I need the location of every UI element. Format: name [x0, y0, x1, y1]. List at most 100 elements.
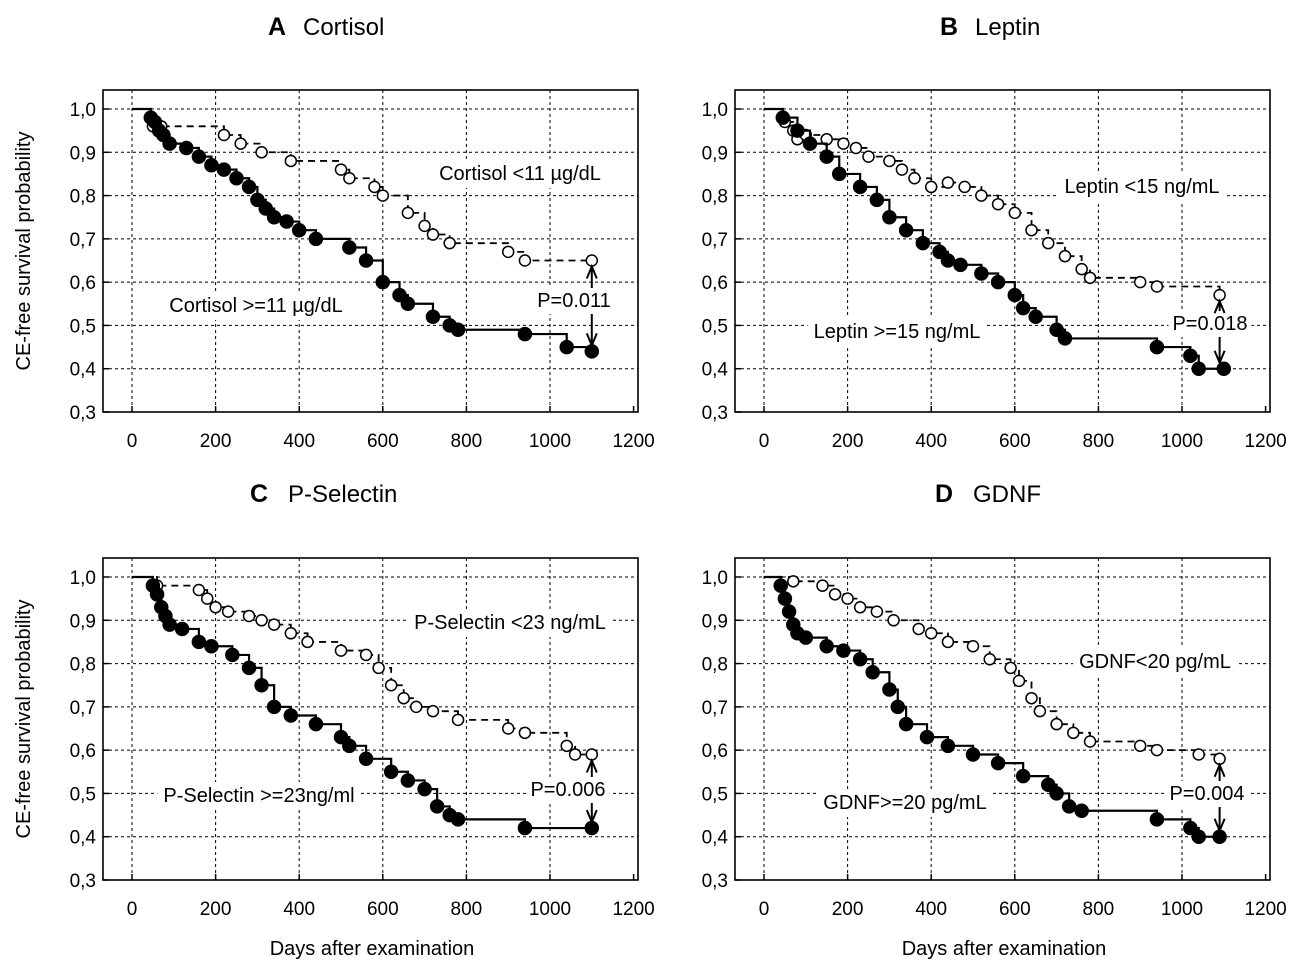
censor-point-filled: [174, 621, 190, 637]
chart-panel-d: D GDNF 1,0 0,9 0,8 0,7 0,6 0,5 0,4 0,3 0 200 400 600 8…: [702, 480, 1287, 920]
censor-point-filled: [1049, 322, 1064, 338]
censor-point-filled: [204, 158, 219, 173]
censor-point-open: [376, 189, 390, 202]
censor-point-filled: [1015, 768, 1031, 784]
censor-point-filled: [149, 587, 165, 602]
censor-point-filled: [819, 639, 834, 654]
censor-point-open: [217, 128, 231, 142]
x-tick-label: 0: [759, 899, 770, 920]
censor-point-open: [941, 635, 955, 649]
x-tick-label: 0: [759, 431, 770, 452]
censor-point-filled: [450, 322, 466, 338]
censor-point-filled: [1049, 786, 1064, 801]
p-value: P=0.006: [530, 779, 605, 801]
y-tick-label: 0,9: [70, 611, 96, 632]
censor-point-filled: [450, 812, 466, 827]
y-axis-label: CE-free survival probability: [13, 600, 35, 839]
censor-point-open: [359, 648, 373, 662]
curve-label-bg: [1058, 173, 1226, 201]
censor-point-filled: [225, 647, 240, 663]
censor-point-filled: [798, 630, 814, 645]
censor-point-filled: [358, 751, 374, 767]
x-tick-label: 600: [367, 899, 399, 920]
censor-point-open: [983, 652, 996, 666]
censor-point-filled: [425, 309, 441, 325]
y-axis-label: CE-free survival probability: [13, 132, 35, 371]
censor-point-open: [518, 726, 532, 740]
censor-point-filled: [392, 287, 407, 303]
censor-point-filled: [417, 781, 432, 797]
x-tick-label: 200: [200, 431, 232, 452]
y-tick-label: 0,7: [70, 698, 96, 719]
x-tick-label: 0: [127, 431, 138, 452]
censor-point-filled: [865, 664, 880, 680]
arrow-up: [1213, 298, 1226, 314]
censor-point-filled: [1028, 309, 1043, 325]
censor-point-open: [443, 236, 456, 250]
censor-point-open: [849, 141, 863, 155]
censor-point-filled: [1074, 803, 1089, 818]
y-tick-label: 0,8: [702, 187, 728, 208]
censor-point-filled: [836, 643, 851, 658]
censor-point-filled: [1149, 339, 1165, 355]
panel-letter: C: [250, 480, 268, 508]
x-axis-label: Days after examination: [270, 938, 475, 960]
censor-point-open: [991, 197, 1005, 211]
plot-frame: [102, 89, 639, 413]
censor-point-filled: [898, 222, 914, 238]
censor-point-open: [501, 245, 515, 259]
chart-panel-c: C P-Selectin 1,0 0,9 0,8 0,7 0,6 0,5 0,4 0,3 0 200 4…: [70, 480, 655, 920]
censor-point-open: [887, 614, 900, 627]
censor-point-filled: [965, 747, 981, 762]
censor-point-filled: [819, 149, 834, 164]
censor-point-filled: [1007, 287, 1023, 303]
censor-point-filled: [831, 166, 847, 182]
panel-letter: D: [935, 480, 953, 508]
curve-label-bg: [157, 782, 361, 810]
p-value-bg: [1165, 781, 1249, 807]
y-tick-label: 0,4: [702, 360, 729, 381]
censor-point-open: [912, 622, 925, 636]
censor-point-filled: [898, 716, 914, 732]
censor-point-filled: [773, 578, 788, 593]
panel-letter: B: [940, 13, 958, 41]
censor-point-filled: [254, 677, 269, 693]
censor-point-open: [409, 700, 423, 714]
x-tick-label: 800: [1083, 431, 1115, 452]
censor-point-open: [966, 640, 980, 653]
censor-point-filled: [852, 179, 868, 195]
censor-point-open: [1025, 691, 1038, 705]
censor-point-open: [426, 704, 440, 718]
censor-point-filled: [191, 149, 207, 164]
censor-point-filled: [1040, 777, 1056, 793]
censor-point-open: [975, 189, 988, 202]
censor-point-filled: [940, 738, 956, 754]
censor-point-filled: [932, 244, 947, 260]
censor-point-open: [1004, 661, 1017, 675]
arrow-down: [585, 314, 598, 348]
y-tick-label: 0,9: [702, 143, 728, 164]
censor-point-open: [1083, 735, 1097, 748]
censor-point-open: [828, 588, 842, 601]
censor-point-filled: [400, 773, 416, 788]
x-tick-label: 1200: [1244, 431, 1286, 452]
censor-point-open: [1133, 275, 1147, 289]
censor-point-filled: [1061, 799, 1077, 814]
censor-point-open: [841, 592, 854, 605]
censor-point-open: [501, 722, 515, 735]
y-tick-label: 0,8: [70, 655, 96, 676]
curve-label-bg: [408, 609, 612, 637]
x-tick-label: 200: [200, 899, 232, 920]
curve-label-low: GDNF<20 pg/mL: [1079, 651, 1231, 673]
p-value: P=0.018: [1172, 313, 1247, 335]
curve-label-high: P-Selectin >=23ng/ml: [163, 785, 354, 807]
y-tick-label: 0,4: [70, 360, 97, 381]
censor-point-open: [1025, 223, 1038, 237]
censor-point-filled: [517, 820, 533, 836]
censor-point-open: [1041, 236, 1055, 250]
censor-point-filled: [229, 171, 244, 186]
y-tick-label: 0,4: [70, 828, 97, 849]
y-tick-label: 1,0: [702, 568, 728, 589]
curve-label-bg: [1073, 648, 1237, 676]
x-tick-label: 800: [1083, 899, 1115, 920]
